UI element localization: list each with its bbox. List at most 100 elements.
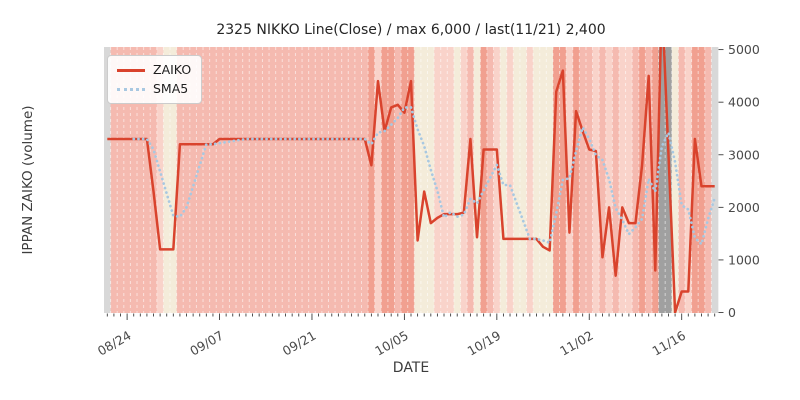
bg-band (275, 47, 283, 313)
bg-band (156, 47, 164, 313)
bg-band (513, 47, 521, 313)
bg-band (137, 47, 144, 313)
bg-band (361, 47, 369, 313)
bg-band (216, 47, 224, 313)
zaiko-line-icon (117, 68, 145, 72)
bg-band (104, 47, 111, 313)
bg-band (387, 47, 395, 313)
bg-band (269, 47, 276, 313)
y-tick-label: 0 (728, 305, 736, 320)
bg-band (209, 47, 217, 313)
bg-band (486, 47, 494, 313)
bg-band (110, 47, 118, 313)
bg-band (189, 47, 197, 313)
bg-band (196, 47, 204, 313)
bg-band (704, 47, 712, 313)
bg-band (407, 47, 415, 313)
bg-band (368, 47, 376, 313)
bg-band (519, 47, 527, 313)
y-axis-ticks: 0 1000 2000 3000 4000 5000 (718, 42, 760, 320)
bg-band (229, 47, 237, 313)
bg-band (473, 47, 481, 313)
bg-band (222, 47, 230, 313)
legend-item-zaiko: ZAIKO (117, 63, 191, 77)
bg-band (295, 47, 303, 313)
bg-band (691, 47, 699, 313)
sma5-line (132, 106, 717, 246)
bg-band (480, 47, 488, 313)
bg-band (170, 47, 177, 313)
bg-band (658, 47, 666, 313)
bg-band (711, 47, 719, 313)
bg-band (539, 47, 547, 313)
bg-band (203, 47, 210, 313)
bg-band (684, 47, 692, 313)
bg-band (123, 47, 131, 313)
bg-band (354, 47, 362, 313)
bg-band (394, 47, 402, 313)
bg-band (493, 47, 501, 313)
bg-band (434, 47, 442, 313)
bg-band (401, 47, 409, 313)
legend-item-sma5: SMA5 (117, 82, 191, 96)
x-axis-ticks: 08/24 09/07 09/21 10/05 10/19 11/02 11/16 (95, 313, 716, 359)
bg-band (321, 47, 329, 313)
bg-band (566, 47, 574, 313)
x-tick-label: 10/05 (372, 328, 411, 359)
bg-band (374, 47, 382, 313)
bg-band (242, 47, 250, 313)
bg-band (315, 47, 323, 313)
bg-band (579, 47, 587, 313)
bg-band (150, 47, 158, 313)
bg-band (506, 47, 514, 313)
bg-band (262, 47, 270, 313)
bg-band (552, 47, 560, 313)
bg-band (678, 47, 686, 313)
bg-band (460, 47, 468, 313)
x-tick-label: 09/21 (280, 328, 319, 359)
bg-band (348, 47, 356, 313)
y-tick-label: 5000 (728, 42, 760, 57)
chart-title: 2325 NIKKO Line(Close) / max 6,000 / las… (216, 22, 606, 38)
x-tick-label: 08/24 (95, 328, 134, 359)
x-tick-label: 11/16 (649, 328, 688, 359)
bg-band (632, 47, 640, 313)
bg-band (625, 47, 633, 313)
bg-band (500, 47, 508, 313)
legend-label-sma5: SMA5 (153, 81, 189, 96)
bg-band (117, 47, 125, 313)
sma5-line-icon (117, 87, 145, 91)
bg-band (546, 47, 554, 313)
x-tick-label: 10/19 (465, 328, 504, 359)
bg-band (638, 47, 646, 313)
bg-band (335, 47, 343, 313)
x-tick-label: 09/07 (187, 328, 226, 359)
bg-band (467, 47, 475, 313)
bg-band (671, 47, 679, 313)
bg-band (341, 47, 349, 313)
bg-band (612, 47, 620, 313)
bg-band (526, 47, 534, 313)
y-tick-label: 3000 (728, 147, 760, 162)
bg-band (176, 47, 184, 313)
bg-band (302, 47, 310, 313)
bg-band (618, 47, 626, 313)
bg-band (533, 47, 541, 313)
bg-band (282, 47, 290, 313)
bg-band (440, 47, 448, 313)
bg-band (599, 47, 607, 313)
bg-band (447, 47, 455, 313)
bg-band (183, 47, 191, 313)
legend-label-zaiko: ZAIKO (153, 62, 192, 77)
x-tick-label: 11/02 (557, 328, 596, 359)
bg-band (651, 47, 659, 313)
bg-band (163, 47, 171, 313)
bg-band (420, 47, 428, 313)
bg-band (328, 47, 336, 313)
zaiko-line (107, 47, 715, 313)
bg-band (414, 47, 422, 313)
bg-band (585, 47, 593, 313)
x-axis-label: DATE (392, 360, 430, 376)
bg-band (427, 47, 435, 313)
